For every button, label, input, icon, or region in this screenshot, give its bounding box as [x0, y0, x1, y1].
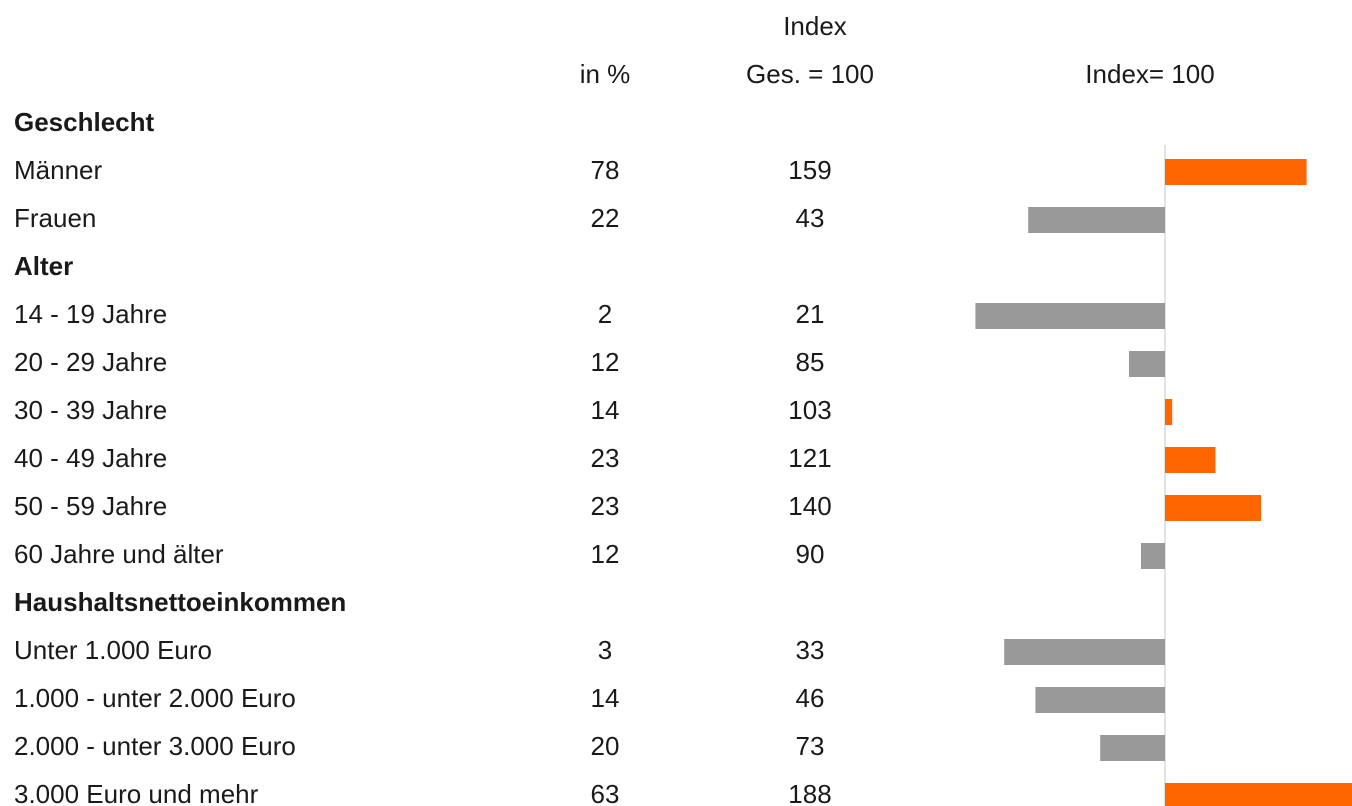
- percent: 12: [591, 539, 620, 569]
- header: Index= 100: [1085, 59, 1214, 89]
- index: 33: [796, 635, 825, 665]
- index: 43: [796, 203, 825, 233]
- bar: [1165, 783, 1352, 806]
- percent: 14: [591, 395, 620, 425]
- percent: 2: [598, 299, 612, 329]
- index: 90: [796, 539, 825, 569]
- row-label: 14 - 19 Jahre: [14, 299, 167, 329]
- percent: 63: [591, 779, 620, 806]
- row-label: 60 Jahre und älter: [14, 539, 224, 569]
- index: 85: [796, 347, 825, 377]
- row-label: 3.000 Euro und mehr: [14, 779, 259, 806]
- index: 188: [788, 779, 831, 806]
- index: 103: [788, 395, 831, 425]
- row-label: Unter 1.000 Euro: [14, 635, 212, 665]
- row-label: 50 - 59 Jahre: [14, 491, 167, 521]
- row-label: 40 - 49 Jahre: [14, 443, 167, 473]
- percent: 23: [591, 443, 620, 473]
- bar: [1035, 687, 1165, 713]
- row-label: Frauen: [14, 203, 96, 233]
- bar: [1100, 735, 1165, 761]
- index: 21: [796, 299, 825, 329]
- index: 121: [788, 443, 831, 473]
- row-label: 2.000 - unter 3.000 Euro: [14, 731, 296, 761]
- percent: 12: [591, 347, 620, 377]
- percent: 14: [591, 683, 620, 713]
- percent: 20: [591, 731, 620, 761]
- row-label: 20 - 29 Jahre: [14, 347, 167, 377]
- percent: 22: [591, 203, 620, 233]
- bar: [1165, 495, 1261, 521]
- row-label: Männer: [14, 155, 102, 185]
- percent: 78: [591, 155, 620, 185]
- bar: [1141, 543, 1165, 569]
- header: Ges. = 100: [746, 59, 874, 89]
- bar: [1165, 159, 1307, 185]
- bar: [975, 303, 1165, 329]
- bar: [1165, 399, 1173, 425]
- index: 140: [788, 491, 831, 521]
- group-label: Geschlecht: [14, 107, 155, 137]
- header: in %: [580, 59, 631, 89]
- index: 159: [788, 155, 831, 185]
- bar: [1028, 207, 1165, 233]
- group-label: Haushaltsnettoeinkommen: [14, 587, 346, 617]
- row-label: 30 - 39 Jahre: [14, 395, 167, 425]
- index: 73: [796, 731, 825, 761]
- header: Index: [783, 11, 847, 41]
- bar: [1165, 447, 1216, 473]
- group-label: Alter: [14, 251, 73, 281]
- bar: [1129, 351, 1165, 377]
- index: 46: [796, 683, 825, 713]
- percent: 23: [591, 491, 620, 521]
- row-label: 1.000 - unter 2.000 Euro: [14, 683, 296, 713]
- bar: [1004, 639, 1165, 665]
- percent: 3: [598, 635, 612, 665]
